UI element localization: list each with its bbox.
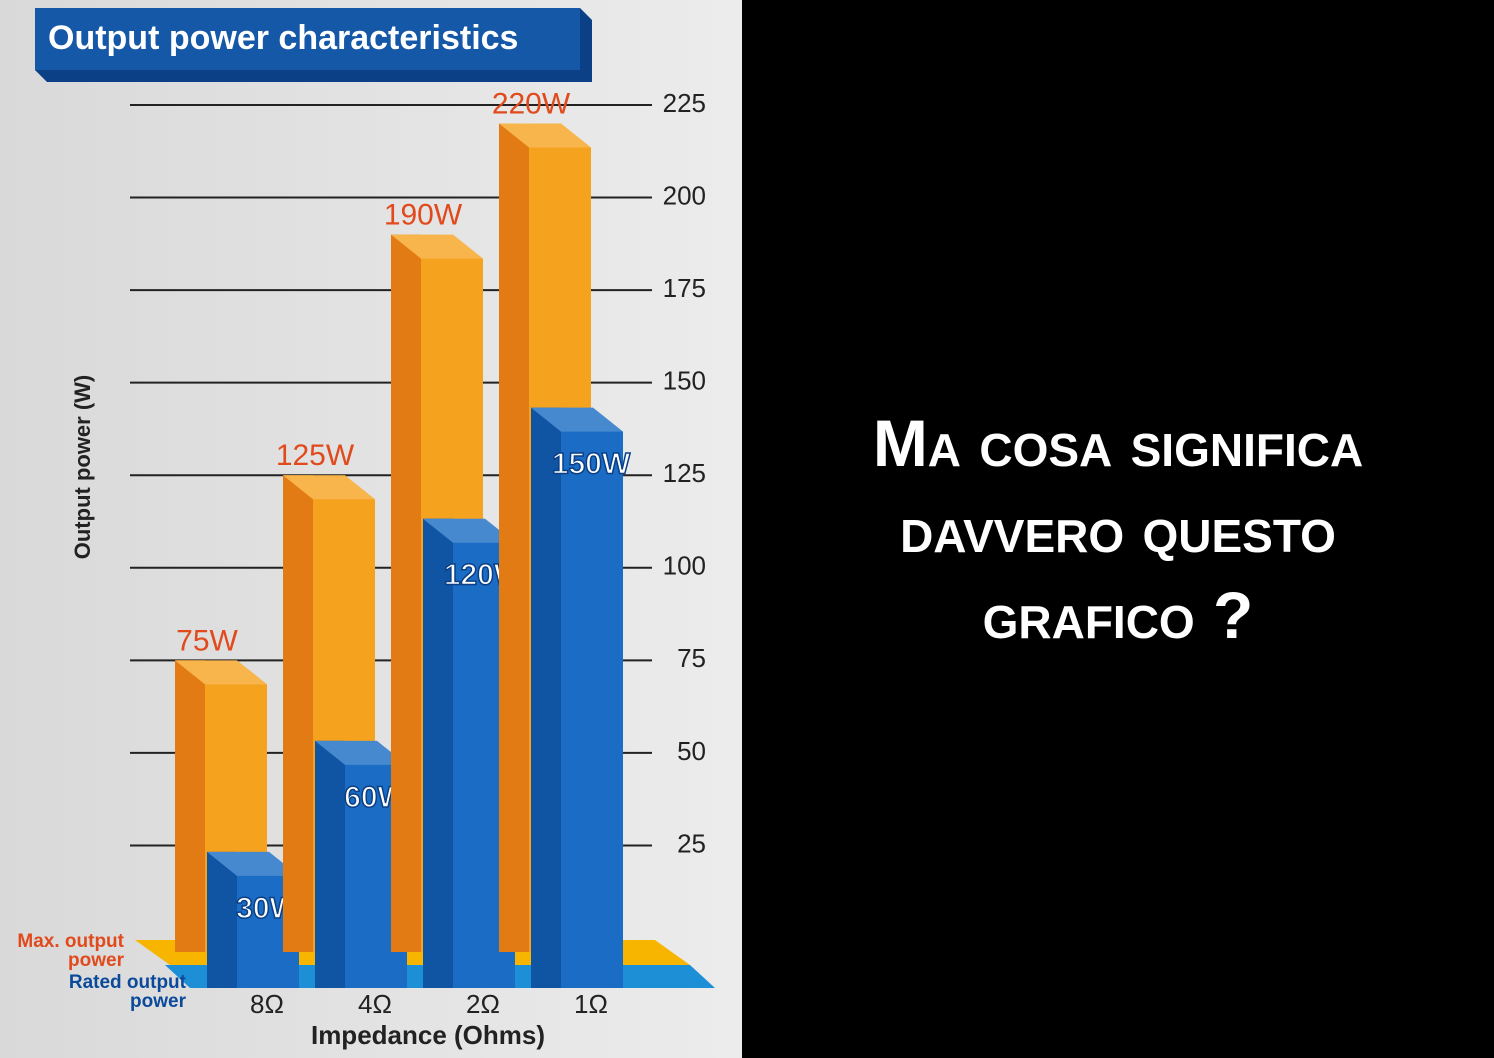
x-tick-label: 2Ω bbox=[466, 989, 500, 1019]
bar bbox=[531, 407, 623, 989]
x-tick-label: 1Ω bbox=[574, 989, 608, 1019]
y-tick-label: 75 bbox=[677, 643, 706, 673]
bar-front bbox=[283, 475, 313, 952]
bar-front-shade bbox=[175, 660, 205, 952]
bar-front bbox=[315, 740, 345, 988]
x-tick-label: 4Ω bbox=[358, 989, 392, 1019]
title-banner bbox=[35, 8, 580, 70]
bar-front bbox=[499, 123, 529, 952]
x-axis-title: Impedance (Ohms) bbox=[311, 1020, 545, 1050]
caption-background bbox=[742, 0, 1494, 1058]
bar-front bbox=[207, 851, 237, 988]
bar-front bbox=[391, 234, 421, 953]
bar-top bbox=[531, 407, 623, 432]
bar-top-light bbox=[283, 475, 375, 500]
value-label: 125W bbox=[276, 439, 355, 472]
value-label: 220W bbox=[492, 87, 571, 120]
bar-top bbox=[207, 851, 299, 876]
bar-top-light bbox=[175, 660, 267, 685]
bar-top-light bbox=[391, 234, 483, 259]
bar-front-shade bbox=[207, 851, 237, 988]
chart-title: Output power characteristics bbox=[48, 19, 518, 57]
bar-front-shade bbox=[423, 518, 453, 988]
bar-top-light bbox=[531, 407, 623, 432]
value-label: 75W bbox=[176, 624, 238, 657]
bar-front-shade bbox=[315, 740, 345, 988]
y-tick-label: 25 bbox=[677, 828, 706, 858]
bar-top bbox=[315, 740, 407, 765]
caption: Ma cosa significa davvero questo grafico… bbox=[742, 400, 1494, 658]
bar-top-light bbox=[499, 123, 591, 148]
bar-top bbox=[175, 660, 267, 685]
y-tick-label: 50 bbox=[677, 736, 706, 766]
caption-line: Ma cosa significa bbox=[872, 406, 1364, 480]
value-label: 190W bbox=[384, 198, 463, 231]
bar-front-shade bbox=[391, 234, 421, 953]
y-tick-label: 225 bbox=[663, 88, 706, 118]
bar-front bbox=[531, 407, 561, 989]
bar-top bbox=[423, 518, 515, 543]
y-axis-title: Output power (W) bbox=[70, 375, 95, 560]
y-tick-label: 125 bbox=[663, 458, 706, 488]
y-tick-label: 175 bbox=[663, 273, 706, 303]
bar-top-light bbox=[207, 851, 299, 876]
bar-top bbox=[283, 475, 375, 500]
y-tick-label: 150 bbox=[663, 366, 706, 396]
y-tick-label: 200 bbox=[663, 180, 706, 210]
y-tick-label: 100 bbox=[663, 551, 706, 581]
value-label: 150W bbox=[552, 448, 631, 481]
bar-front bbox=[175, 660, 205, 952]
x-tick-label: 8Ω bbox=[250, 989, 284, 1019]
bar-top bbox=[499, 123, 591, 148]
bar-side bbox=[561, 407, 623, 989]
legend-rated: Rated output power bbox=[68, 972, 186, 1012]
legend-max: Max. output power bbox=[17, 931, 124, 971]
bar-front-shade bbox=[499, 123, 529, 952]
bar-front-shade bbox=[531, 407, 561, 989]
bar-top bbox=[391, 234, 483, 259]
bar-top-light bbox=[423, 518, 515, 543]
caption-line: grafico ? bbox=[982, 578, 1254, 652]
bar-front bbox=[423, 518, 453, 988]
bar-front-shade bbox=[283, 475, 313, 952]
bar-top-light bbox=[315, 740, 407, 765]
caption-line: davvero questo bbox=[900, 492, 1336, 566]
